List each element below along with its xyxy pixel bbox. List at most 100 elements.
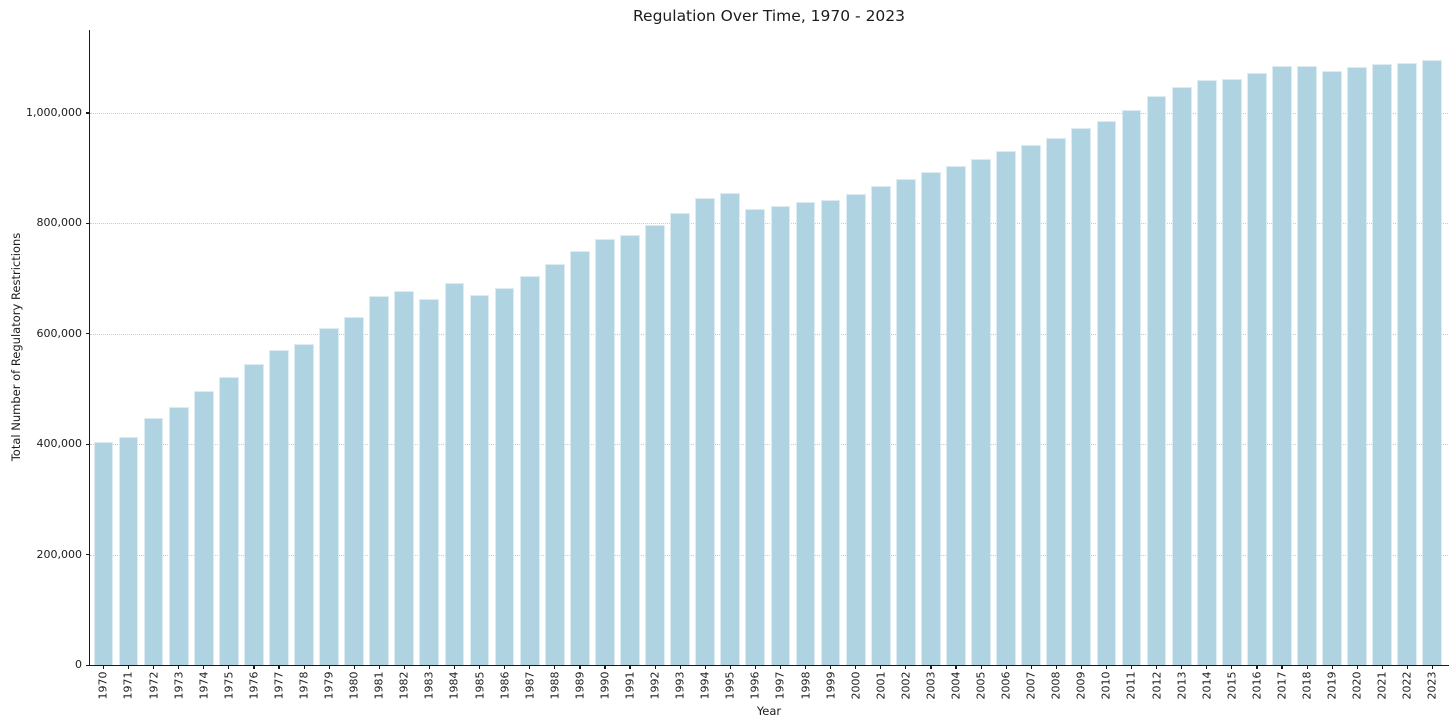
x-tick-label-text: 1988 xyxy=(548,671,562,699)
x-tick-label: 2023 xyxy=(1424,663,1440,707)
x-tick xyxy=(1181,665,1183,669)
x-tick xyxy=(855,665,857,669)
bar-2021 xyxy=(1372,64,1393,665)
x-tick-label: 2009 xyxy=(1073,663,1089,707)
x-tick-label: 1981 xyxy=(371,663,387,707)
x-tick-label-text: 2017 xyxy=(1275,671,1289,699)
x-tick xyxy=(579,665,581,669)
x-tick-label-text: 1986 xyxy=(498,671,512,699)
bar-1974 xyxy=(193,390,214,665)
x-tick-label-text: 1985 xyxy=(473,671,487,699)
x-tick-label: 2003 xyxy=(923,663,939,707)
x-tick xyxy=(1080,665,1082,669)
x-tick-label: 2020 xyxy=(1349,663,1365,707)
y-tick-label: 1,000,000 xyxy=(26,105,82,119)
x-tick-label-text: 2022 xyxy=(1400,671,1414,699)
x-tick-label-text: 1982 xyxy=(397,671,411,699)
x-tick-label-text: 1981 xyxy=(372,671,386,699)
bar-2023 xyxy=(1422,59,1443,665)
x-tick-label-text: 1996 xyxy=(748,671,762,699)
y-tick-label: 0 xyxy=(75,658,82,671)
x-tick xyxy=(1206,665,1208,669)
x-tick-label-text: 1997 xyxy=(773,671,787,699)
x-tick-label: 1983 xyxy=(421,663,437,707)
bar-2011 xyxy=(1121,110,1142,665)
x-tick xyxy=(1406,665,1408,669)
x-tick-label: 2015 xyxy=(1224,663,1240,707)
bar-2008 xyxy=(1046,137,1067,665)
x-tick-label: 1974 xyxy=(196,663,212,707)
x-tick xyxy=(1105,665,1108,669)
x-tick-label: 1999 xyxy=(823,663,839,707)
x-tick xyxy=(754,665,757,669)
bar-1986 xyxy=(494,288,515,665)
x-tick-label: 1995 xyxy=(722,663,738,707)
x-tick-label: 1993 xyxy=(672,663,688,707)
x-tick-label-text: 1990 xyxy=(598,671,612,699)
bar-1980 xyxy=(344,316,365,665)
y-axis-label: Total Number of Regulatory Restrictions xyxy=(9,232,23,462)
bar-1983 xyxy=(419,299,440,665)
x-tick-label-text: 1970 xyxy=(96,671,110,699)
y-tick-label: 200,000 xyxy=(36,547,83,561)
x-tick-label: 1984 xyxy=(446,663,462,707)
x-tick xyxy=(980,665,982,669)
x-tick-label: 2001 xyxy=(873,663,889,707)
bar-1999 xyxy=(820,200,841,665)
x-tick-label-text: 1979 xyxy=(322,671,336,699)
x-tick-label-text: 1976 xyxy=(247,671,261,699)
x-tick xyxy=(253,665,255,669)
x-tick xyxy=(479,665,481,669)
gridline xyxy=(90,554,1448,556)
gridline xyxy=(90,444,1448,446)
x-tick-label-text: 2016 xyxy=(1250,671,1264,699)
bar-2014 xyxy=(1196,79,1217,665)
x-tick-label-text: 1971 xyxy=(121,671,135,699)
x-tick xyxy=(1005,665,1007,669)
x-tick-label: 1971 xyxy=(120,663,136,707)
x-tick-label-text: 1994 xyxy=(698,671,712,699)
bar-1995 xyxy=(720,193,741,665)
bar-1998 xyxy=(795,201,816,665)
x-tick-label: 1970 xyxy=(95,663,111,707)
x-tick-label: 1978 xyxy=(296,663,312,707)
x-tick-label-text: 2012 xyxy=(1150,671,1164,699)
bar-1987 xyxy=(519,276,540,665)
x-tick-label-text: 2000 xyxy=(849,671,863,699)
x-tick-label-text: 1978 xyxy=(297,671,311,699)
x-tick-label: 2012 xyxy=(1149,663,1165,707)
x-tick-label-text: 2021 xyxy=(1375,671,1389,699)
x-tick-label-text: 1972 xyxy=(147,671,161,699)
x-tick-label: 1992 xyxy=(647,663,663,707)
x-tick-label: 2010 xyxy=(1098,663,1114,707)
x-tick-label-text: 2003 xyxy=(924,671,938,699)
x-tick xyxy=(1231,665,1233,669)
x-axis-label: Year xyxy=(756,704,782,718)
bar-2022 xyxy=(1397,63,1418,665)
bar-1991 xyxy=(620,234,640,665)
bar-1972 xyxy=(143,417,164,665)
x-tick-label: 1982 xyxy=(396,663,412,707)
x-tick-label-text: 1974 xyxy=(197,671,211,699)
x-tick-label: 2014 xyxy=(1199,663,1215,707)
x-tick-label-text: 1989 xyxy=(573,671,587,699)
x-tick-label-text: 2007 xyxy=(1024,671,1038,699)
x-tick-label-text: 2019 xyxy=(1325,671,1339,699)
bar-2010 xyxy=(1096,120,1117,665)
bar-2002 xyxy=(895,178,916,665)
bar-2013 xyxy=(1171,87,1192,665)
bar-1984 xyxy=(444,283,465,665)
x-tick-label: 1996 xyxy=(747,663,763,707)
y-tick-label: 600,000 xyxy=(36,326,83,340)
bar-1970 xyxy=(93,441,114,665)
x-tick-label-text: 2005 xyxy=(974,671,988,699)
x-tick xyxy=(629,665,631,669)
x-tick xyxy=(654,665,656,669)
bar-1988 xyxy=(544,263,565,665)
x-tick-label-text: 1998 xyxy=(799,671,812,699)
x-tick xyxy=(1055,665,1057,669)
x-tick xyxy=(1256,665,1258,669)
x-tick-label-text: 2020 xyxy=(1350,671,1364,699)
bar-2009 xyxy=(1071,127,1092,665)
